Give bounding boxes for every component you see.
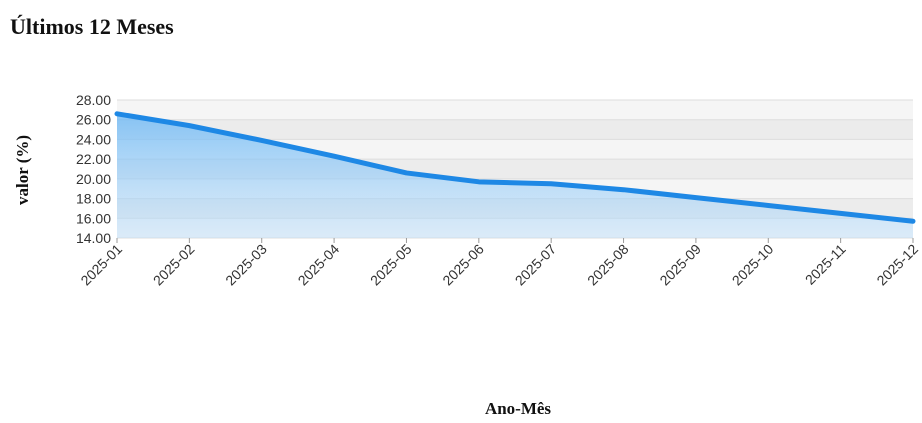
- x-tick-label: 2025-10: [729, 241, 777, 289]
- x-tick-label: 2025-09: [656, 241, 704, 289]
- x-tick-label: 2025-04: [295, 241, 343, 289]
- x-tick-label: 2025-02: [150, 241, 198, 289]
- x-tick-label: 2025-08: [584, 241, 632, 289]
- y-tick-label: 18.00: [76, 191, 111, 207]
- y-tick-label: 22.00: [76, 151, 111, 167]
- series-line: [114, 111, 916, 224]
- chart-title: Últimos 12 Meses: [10, 14, 174, 39]
- x-tick-label: 2025-11: [802, 241, 849, 288]
- x-tick-label: 2025-01: [77, 241, 125, 289]
- x-axis-title: Ano-Mês: [485, 399, 551, 418]
- y-tick-label: 16.00: [76, 210, 111, 226]
- x-tick-label: 2025-07: [512, 241, 560, 289]
- x-tick-label: 2025-06: [439, 241, 487, 289]
- y-tick-label: 28.00: [76, 92, 111, 108]
- y-tick-label: 24.00: [76, 131, 111, 147]
- series-area: [117, 113, 913, 238]
- grid-band: [117, 100, 913, 120]
- y-tick-label: 26.00: [76, 112, 111, 128]
- y-tick-label: 20.00: [76, 171, 111, 187]
- y-axis-title: valor (%): [13, 135, 32, 205]
- x-tick-label: 2025-05: [367, 241, 415, 289]
- x-tick-label: 2025-12: [873, 241, 921, 289]
- x-axis-ticks: 2025-01 2025-02 2025-03 2025-04 2025-05 2025-…: [77, 238, 921, 288]
- grid-band: [117, 119, 913, 140]
- y-tick-label: 14.00: [76, 230, 111, 246]
- x-tick-label: 2025-03: [222, 241, 270, 289]
- y-axis-ticks: 28.00 26.00 24.00 22.00 20.00 18.00 16.00 14.00: [76, 92, 111, 246]
